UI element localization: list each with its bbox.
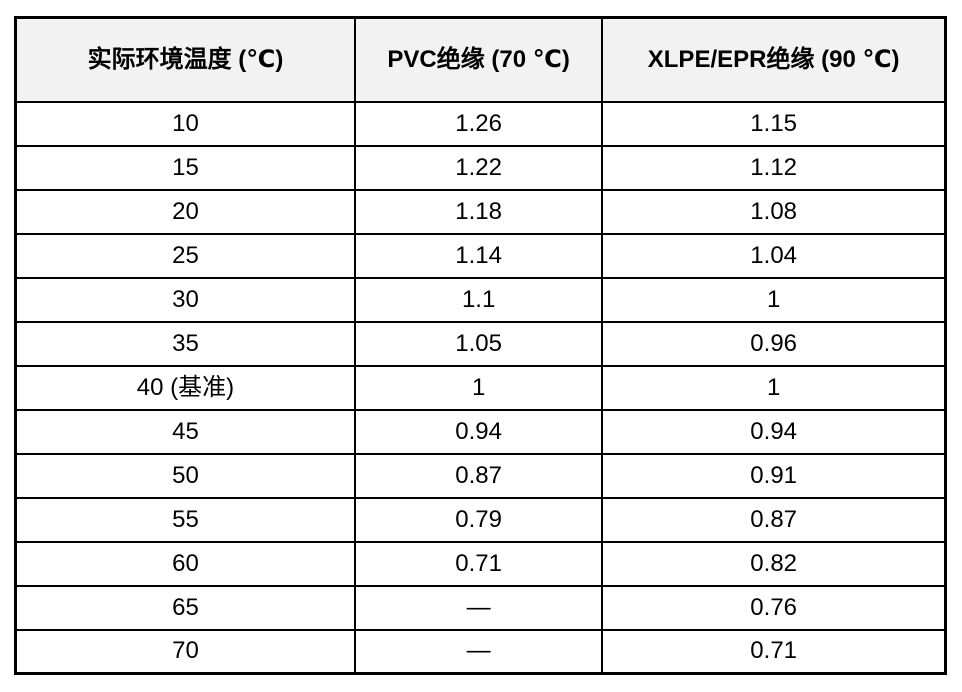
table-row: 65—0.76	[14, 584, 947, 631]
col-header-pvc-insulation: PVC绝缘 (70 ℃)	[353, 16, 604, 103]
table-row: 10 1.26 1.15	[14, 100, 947, 147]
cell-pvc-factor: 1.05	[353, 320, 604, 367]
cell-temperature: 50	[14, 452, 356, 499]
cell-xlpe-factor: 0.94	[601, 408, 947, 455]
table-row: 25 1.14 1.04	[14, 232, 947, 279]
cell-xlpe-factor: 0.76	[601, 584, 947, 631]
table-row: 30 1.1 1	[14, 276, 947, 323]
cell-xlpe-factor: 1	[601, 364, 947, 411]
cell-xlpe-factor: 0.96	[601, 320, 947, 367]
cell-xlpe-factor: 0.82	[601, 540, 947, 587]
cell-temperature: 30	[14, 276, 356, 323]
cell-temperature: 25	[14, 232, 356, 279]
cell-xlpe-factor: 1.08	[601, 188, 947, 235]
table-body: 10 1.26 1.15 15 1.22 1.12 20 1.18 1.08 25 1.14 1.04…	[14, 100, 947, 675]
cell-xlpe-factor: 0.71	[601, 628, 947, 675]
cell-pvc-factor: 1.26	[353, 100, 604, 147]
cell-xlpe-factor: 1.12	[601, 144, 947, 191]
cell-temperature: 20	[14, 188, 356, 235]
table-row: 55 0.79 0.87	[14, 496, 947, 543]
cell-pvc-factor: 1.1	[353, 276, 604, 323]
cell-pvc-factor: 0.71	[353, 540, 604, 587]
col-header-xlpe-epr-insulation: XLPE/EPR绝缘 (90 ℃)	[601, 16, 947, 103]
table-row: 70—0.71	[14, 628, 947, 675]
cell-temperature: 10	[14, 100, 356, 147]
cell-temperature: 45	[14, 408, 356, 455]
col-header-ambient-temperature: 实际环境温度 (℃)	[14, 16, 356, 103]
cell-temperature: 70	[14, 628, 356, 675]
table-row: 60 0.71 0.82	[14, 540, 947, 587]
cell-pvc-factor: 1.14	[353, 232, 604, 279]
cell-pvc-factor: —	[353, 584, 604, 631]
cell-temperature: 65	[14, 584, 356, 631]
cell-temperature: 35	[14, 320, 356, 367]
cell-pvc-factor: 1	[353, 364, 604, 411]
cell-temperature: 60	[14, 540, 356, 587]
cell-xlpe-factor: 0.91	[601, 452, 947, 499]
cell-temperature: 15	[14, 144, 356, 191]
temperature-correction-table: 实际环境温度 (℃) PVC绝缘 (70 ℃) XLPE/EPR绝缘 (90 ℃…	[14, 16, 947, 675]
cell-xlpe-factor: 1.04	[601, 232, 947, 279]
cell-xlpe-factor: 1	[601, 276, 947, 323]
cell-temperature: 55	[14, 496, 356, 543]
cell-xlpe-factor: 1.15	[601, 100, 947, 147]
cell-pvc-factor: 0.94	[353, 408, 604, 455]
cell-pvc-factor: —	[353, 628, 604, 675]
cell-temperature: 40 (基准)	[14, 364, 356, 411]
table-row: 50 0.87 0.91	[14, 452, 947, 499]
cell-pvc-factor: 1.18	[353, 188, 604, 235]
table-row: 40 (基准) 1 1	[14, 364, 947, 411]
table-row: 15 1.22 1.12	[14, 144, 947, 191]
header-row: 实际环境温度 (℃) PVC绝缘 (70 ℃) XLPE/EPR绝缘 (90 ℃…	[14, 16, 947, 103]
table-row: 35 1.05 0.96	[14, 320, 947, 367]
table-row: 20 1.18 1.08	[14, 188, 947, 235]
cell-xlpe-factor: 0.87	[601, 496, 947, 543]
table-row: 45 0.94 0.94	[14, 408, 947, 455]
cell-pvc-factor: 1.22	[353, 144, 604, 191]
cell-pvc-factor: 0.79	[353, 496, 604, 543]
cell-pvc-factor: 0.87	[353, 452, 604, 499]
